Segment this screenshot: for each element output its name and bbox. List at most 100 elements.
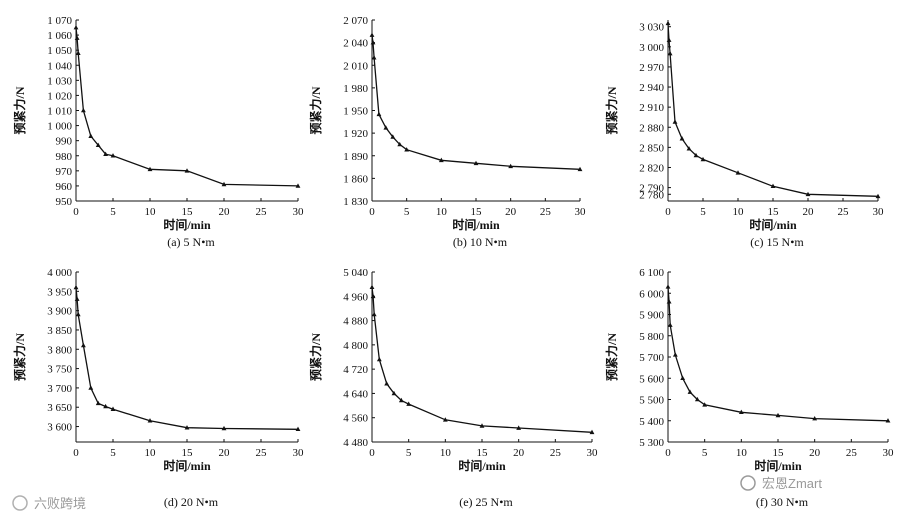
data-point [295,183,301,188]
y-tick-label: 4 960 [343,291,368,303]
x-tick-label: 25 [540,206,552,218]
data-point [81,342,86,348]
y-axis-label: 预紧力/N [604,86,619,134]
data-point [735,170,741,175]
y-tick-label: 5 800 [639,331,664,343]
chart-panel-1: 950 960 970 980 990 1 000 1 010 1 020 1 030 1 040… [12,15,304,249]
x-tick-label: 10 [145,206,157,218]
y-tick-label: 1 830 [343,196,368,208]
data-point [74,296,80,301]
x-tick-label: 15 [182,447,194,459]
watermark-right-text: 宏恩Zmart [762,476,822,491]
watermark-logo-icon [12,495,28,511]
data-point [667,50,673,56]
y-tick-label: 3 650 [47,402,72,414]
data-point [103,151,108,157]
y-tick-label: 3 800 [47,344,72,356]
x-tick-label: 20 [219,447,231,459]
x-axis-label: 时间/min [754,458,802,473]
data-point [73,284,79,290]
data-point [589,429,595,435]
y-tick-label: 2 970 [639,62,664,74]
x-tick-label: 5 [702,447,708,459]
x-axis-label: 时间/min [163,458,211,473]
y-axis-label: 预紧力/N [12,333,27,381]
data-point [672,119,678,124]
data-point [680,375,686,381]
data-point [686,146,692,151]
y-tick-label: 4 880 [343,316,368,328]
data-point [770,183,776,189]
data-point [473,160,479,166]
data-point [442,417,448,422]
data-point [404,147,410,152]
data-point [397,141,403,147]
data-point [88,385,94,390]
data-point [369,32,375,37]
x-tick-label: 5 [700,206,706,218]
x-tick-label: 30 [587,447,599,459]
data-point [667,322,673,327]
data-point [406,401,412,406]
y-tick-label: 3 750 [47,364,72,376]
y-tick-label: 4 480 [343,437,368,449]
y-tick-label: 3 850 [47,325,72,337]
y-tick-label: 1 050 [47,45,72,57]
x-tick-label: 15 [768,206,780,218]
y-axis-label: 预紧力/N [308,86,323,134]
y-tick-label: 1 860 [343,173,368,185]
x-axis-label: 时间/min [749,217,797,232]
y-tick-label: 5 600 [639,373,664,385]
data-point [147,418,153,423]
series-line [667,286,889,422]
y-axis-label: 预紧力/N [308,333,323,381]
data-point [390,134,396,139]
data-point [110,406,116,411]
y-tick-label: 5 040 [343,267,368,279]
data-point [679,136,685,141]
series-line [371,287,593,433]
y-axis-label: 预紧力/N [604,333,619,381]
panel-caption: (b) 10 N•m [453,235,508,249]
watermark-left-text: 六败跨境 [34,496,86,511]
y-tick-label: 6 100 [639,267,664,279]
x-tick-label: 0 [665,206,671,218]
y-tick-label: 4 560 [343,413,368,425]
series-line [667,23,879,197]
data-point [672,352,678,357]
data-point [376,111,382,117]
data-point [875,193,881,199]
x-tick-label: 20 [505,206,517,218]
x-tick-label: 0 [369,447,375,459]
x-tick-label: 30 [293,206,305,218]
y-tick-label: 3 950 [47,286,72,298]
watermark-right: 宏恩Zmart [740,475,822,491]
data-point [221,425,227,431]
x-tick-label: 10 [736,447,748,459]
data-point [693,152,699,158]
x-tick-label: 15 [182,206,194,218]
x-axis-label: 时间/min [452,217,500,232]
y-tick-label: 990 [56,136,73,148]
x-tick-label: 20 [513,447,525,459]
panel-caption: (c) 15 N•m [750,235,804,249]
data-point [812,416,818,421]
data-point [384,381,390,386]
data-point [665,284,671,289]
data-point [666,37,672,42]
chart-panel-2: 1 830 1 860 1 890 1 920 1 950 1 980 2 010 2 040… [308,15,586,249]
data-point [81,107,86,113]
x-tick-label: 25 [256,447,268,459]
y-tick-label: 970 [56,166,73,178]
x-tick-label: 30 [293,447,305,459]
data-point [184,168,190,173]
y-tick-label: 5 500 [639,395,664,407]
data-point [577,166,583,172]
data-point [694,396,700,402]
x-tick-label: 0 [665,447,671,459]
y-tick-label: 1 000 [47,121,72,133]
series-line [75,287,299,430]
y-tick-label: 5 700 [639,352,664,364]
watermark-left: 六败跨境 [12,495,86,511]
